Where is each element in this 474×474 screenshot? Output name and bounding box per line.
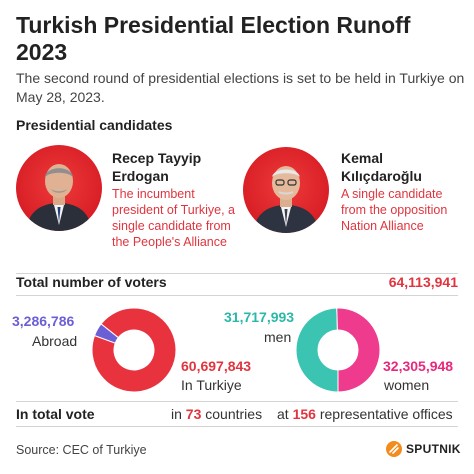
women-slice — [336, 307, 381, 393]
person-silhouette-icon — [253, 166, 319, 233]
men-slice — [295, 307, 339, 393]
in-turkiye-value: 60,697,843 — [181, 358, 252, 374]
men-value: 31,717,993 — [224, 309, 295, 325]
candidate-1-name: Recep Tayyip Erdogan — [112, 150, 202, 184]
person-silhouette-icon — [26, 164, 92, 231]
candidates-section-label: Presidential candidates — [16, 117, 173, 133]
in-turkiye-label: In Turkiye — [181, 377, 242, 393]
candidate-1-portrait — [16, 145, 102, 231]
sputnik-logo-icon — [386, 441, 402, 457]
women-value: 32,305,948 — [383, 358, 454, 374]
candidate-2-name: Kemal Kılıçdaroğlu — [341, 150, 422, 184]
women-label: women — [384, 377, 430, 393]
source-note: Source: CEC of Turkiye — [16, 443, 147, 457]
total-voters-value: 64,113,941 — [388, 274, 458, 290]
candidate-2-portrait — [243, 147, 329, 233]
divider — [16, 426, 458, 427]
page-subtitle: The second round of presidential electio… — [16, 70, 465, 105]
countries-suffix: countries — [205, 406, 263, 422]
offices-prefix: at — [277, 406, 289, 422]
divider — [16, 273, 458, 274]
divider — [16, 401, 458, 402]
offices-count: at 156 representative offices — [277, 406, 453, 422]
logo-text: SPUTNIK — [406, 442, 461, 456]
page-title: Turkish Presidential Election Runoff 202… — [16, 12, 411, 65]
in-total-vote-label: In total vote — [16, 406, 95, 422]
candidate-2-description: A single candidate from the opposition N… — [341, 187, 448, 233]
offices-suffix: representative offices — [319, 406, 453, 422]
countries-prefix: in — [171, 406, 182, 422]
abroad-label: Abroad — [32, 333, 78, 349]
offices-value: 156 — [292, 406, 316, 422]
total-voters-label: Total number of voters — [16, 274, 167, 290]
countries-count: in 73 countries — [171, 406, 262, 422]
in-turkiye-slice — [91, 307, 177, 393]
location-donut-chart — [91, 307, 177, 393]
divider — [16, 295, 458, 296]
abroad-value: 3,286,786 — [12, 313, 75, 329]
gender-donut-chart — [295, 307, 381, 393]
candidate-1-description: The incumbent president of Turkiye, a si… — [112, 187, 235, 249]
countries-value: 73 — [185, 406, 202, 422]
sputnik-logo: SPUTNIK — [385, 440, 461, 458]
men-label: men — [264, 329, 292, 345]
